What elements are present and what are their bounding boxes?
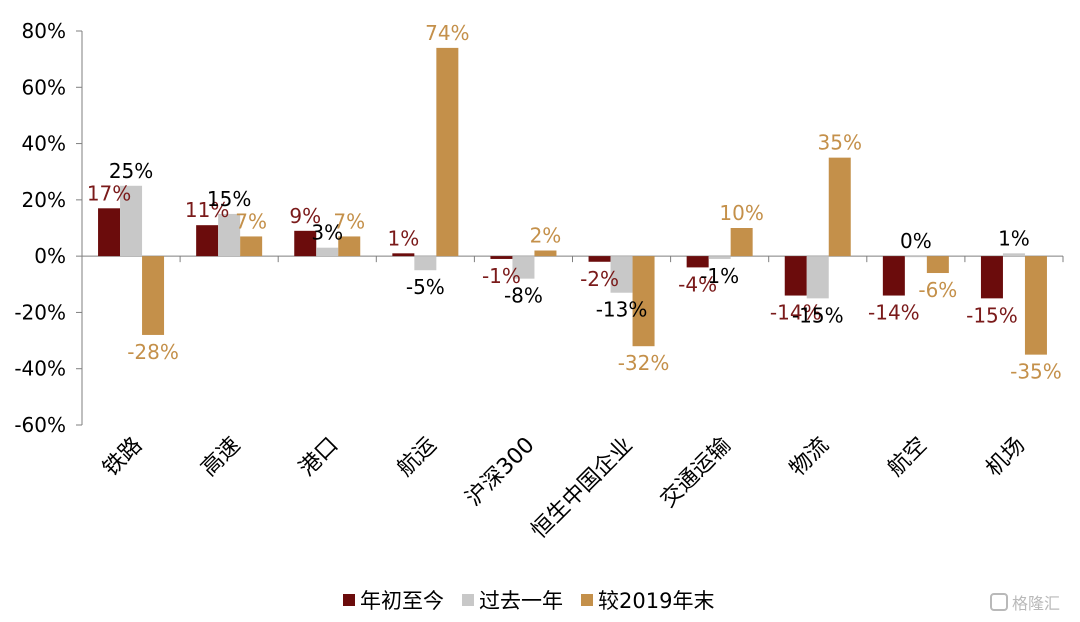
legend-label-past-year: 过去一年 [479,589,563,613]
y-tick-label: 20% [22,188,66,212]
category-label: 物流 [785,433,834,482]
category-label: 铁路 [98,433,147,482]
category-label: 恒生中国企业 [527,433,638,544]
data-label: 10% [719,201,763,225]
bar [414,256,437,271]
category-label: 机场 [981,433,1030,482]
category-label: 交通运输 [656,433,736,513]
data-label: -6% [918,278,957,302]
data-label: -14% [868,301,920,325]
legend-label-vs-2019: 较2019年末 [598,589,715,613]
data-label: -14% [770,301,822,325]
data-label: 17% [87,181,131,205]
data-label: 35% [818,131,862,155]
bar [784,256,807,296]
data-label: 1% [387,226,419,250]
bar [980,256,1003,299]
bar [1002,253,1025,257]
y-tick-label: 80% [22,19,66,43]
bar [1024,256,1047,355]
bar [120,185,143,257]
data-label: 74% [425,21,469,45]
data-label: 15% [207,187,251,211]
category-label: 航运 [393,433,442,482]
bar [196,225,219,257]
bar [218,213,241,257]
y-tick-label: 40% [22,132,66,156]
legend-label-ytd: 年初至今 [360,589,444,613]
bar [686,256,709,268]
data-label: 9% [289,204,321,228]
bar [294,230,317,257]
bar [392,253,415,257]
y-tick-label: -40% [14,357,66,381]
bar [632,256,655,347]
legend-item-vs-2019: 较2019年末 [581,585,714,615]
bar [882,256,905,296]
bar [98,208,121,257]
data-label: -8% [504,284,543,308]
bar [926,256,949,274]
bar [534,250,557,257]
data-label: -2% [580,267,619,291]
data-label: -28% [127,340,179,364]
bars [98,47,1047,355]
category-label: 高速 [197,433,246,482]
watermark-text: 格隆汇 [1011,594,1060,613]
bar [610,256,633,293]
data-label: -1% [482,264,521,288]
legend-item-ytd: 年初至今 [343,585,444,615]
bar [316,247,339,257]
data-label: 25% [109,159,153,183]
data-label: -5% [406,275,445,299]
bar [436,47,459,257]
bar [338,236,361,257]
watermark-logo-icon [989,593,1008,611]
bar [828,157,851,257]
bar [708,256,731,259]
bar [588,256,611,262]
data-label: -1% [700,264,739,288]
legend: 年初至今 过去一年 较2019年末 [343,585,714,615]
data-labels: 17%11% 9%1%-1% -2% -4%-14% -14% -15%25%15%3%-… [87,21,1062,384]
data-label: 7% [235,209,267,233]
data-label: 0% [900,229,932,253]
watermark: 格隆汇 [989,590,1060,614]
data-label: -13% [596,298,648,322]
y-tick-label: 60% [22,75,66,99]
bar [142,256,165,335]
data-label: -4% [678,272,717,296]
legend-swatch-past-year [462,594,474,606]
bar [512,256,535,279]
data-label: -32% [618,351,670,375]
bar [490,256,513,259]
y-tick-label: -60% [14,413,66,437]
category-label: 沪深300 [461,433,539,511]
legend-item-past-year: 过去一年 [462,585,563,615]
bar [240,236,263,257]
category-label: 港口 [295,433,344,482]
axes: -60% -40% -20% 0% 20% 40% 60% 80% [14,19,1064,437]
data-label: 1% [998,226,1030,250]
y-tick-label: -20% [14,300,66,324]
data-label: 7% [333,209,365,233]
bar [730,228,753,257]
data-label: 3% [311,221,343,245]
legend-swatch-vs-2019 [581,594,593,606]
data-label: -35% [1010,360,1062,384]
legend-swatch-ytd [343,594,355,606]
bar-chart: -60% -40% -20% 0% 20% 40% 60% 80% 17% 11% 9% 1% -1%… [14,19,1064,544]
bar [904,256,927,258]
bar [806,256,829,299]
data-label: -15% [792,303,844,327]
y-tick-label: 0% [34,244,66,268]
data-label: 2% [530,224,562,248]
data-label: 11% [185,198,229,222]
data-label: -15% [966,303,1018,327]
category-label: 航空 [883,433,932,482]
